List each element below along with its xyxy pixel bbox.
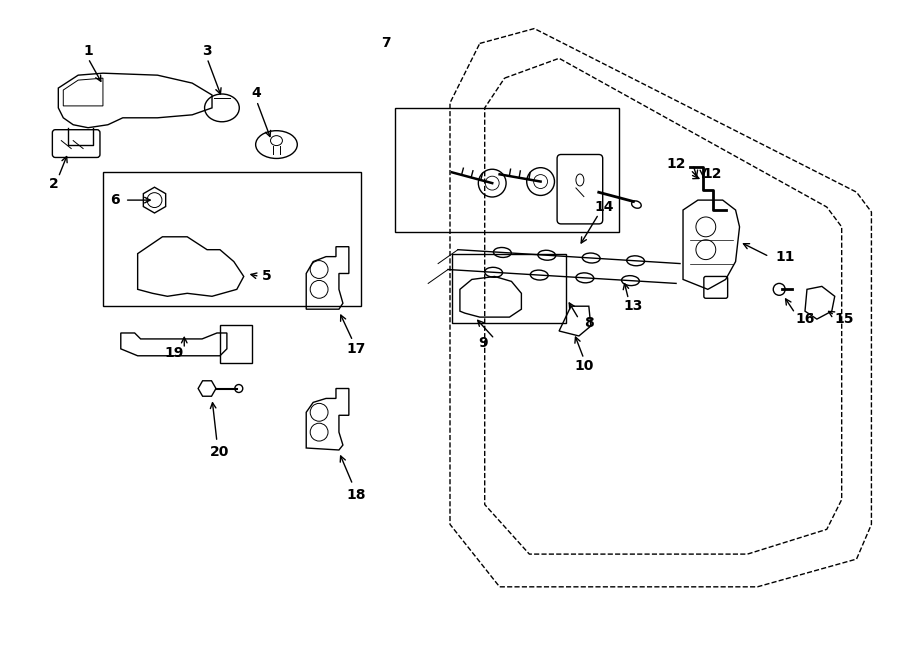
Text: 20: 20 bbox=[211, 445, 230, 459]
Text: 13: 13 bbox=[624, 299, 644, 313]
Text: 15: 15 bbox=[834, 312, 854, 326]
Text: 4: 4 bbox=[252, 86, 262, 100]
Polygon shape bbox=[198, 381, 216, 396]
Bar bbox=[395, 108, 618, 232]
Text: 8: 8 bbox=[584, 316, 594, 330]
Text: 2: 2 bbox=[49, 177, 58, 191]
Text: 5: 5 bbox=[262, 270, 272, 284]
Text: 11: 11 bbox=[775, 250, 795, 264]
Text: 14: 14 bbox=[594, 200, 614, 214]
Text: 19: 19 bbox=[165, 346, 184, 360]
Text: 16: 16 bbox=[795, 312, 815, 326]
Text: 3: 3 bbox=[202, 44, 211, 58]
Text: 7: 7 bbox=[381, 36, 391, 50]
Text: 9: 9 bbox=[478, 336, 488, 350]
Text: 1: 1 bbox=[83, 44, 93, 58]
Bar bbox=[220, 325, 252, 363]
Text: 18: 18 bbox=[346, 488, 365, 502]
Text: 6: 6 bbox=[110, 193, 120, 207]
Bar bbox=[103, 173, 361, 306]
Text: 12: 12 bbox=[667, 157, 686, 171]
Bar bbox=[452, 254, 566, 323]
Text: 12: 12 bbox=[703, 167, 723, 181]
Text: 10: 10 bbox=[574, 359, 594, 373]
Text: 17: 17 bbox=[346, 342, 365, 356]
